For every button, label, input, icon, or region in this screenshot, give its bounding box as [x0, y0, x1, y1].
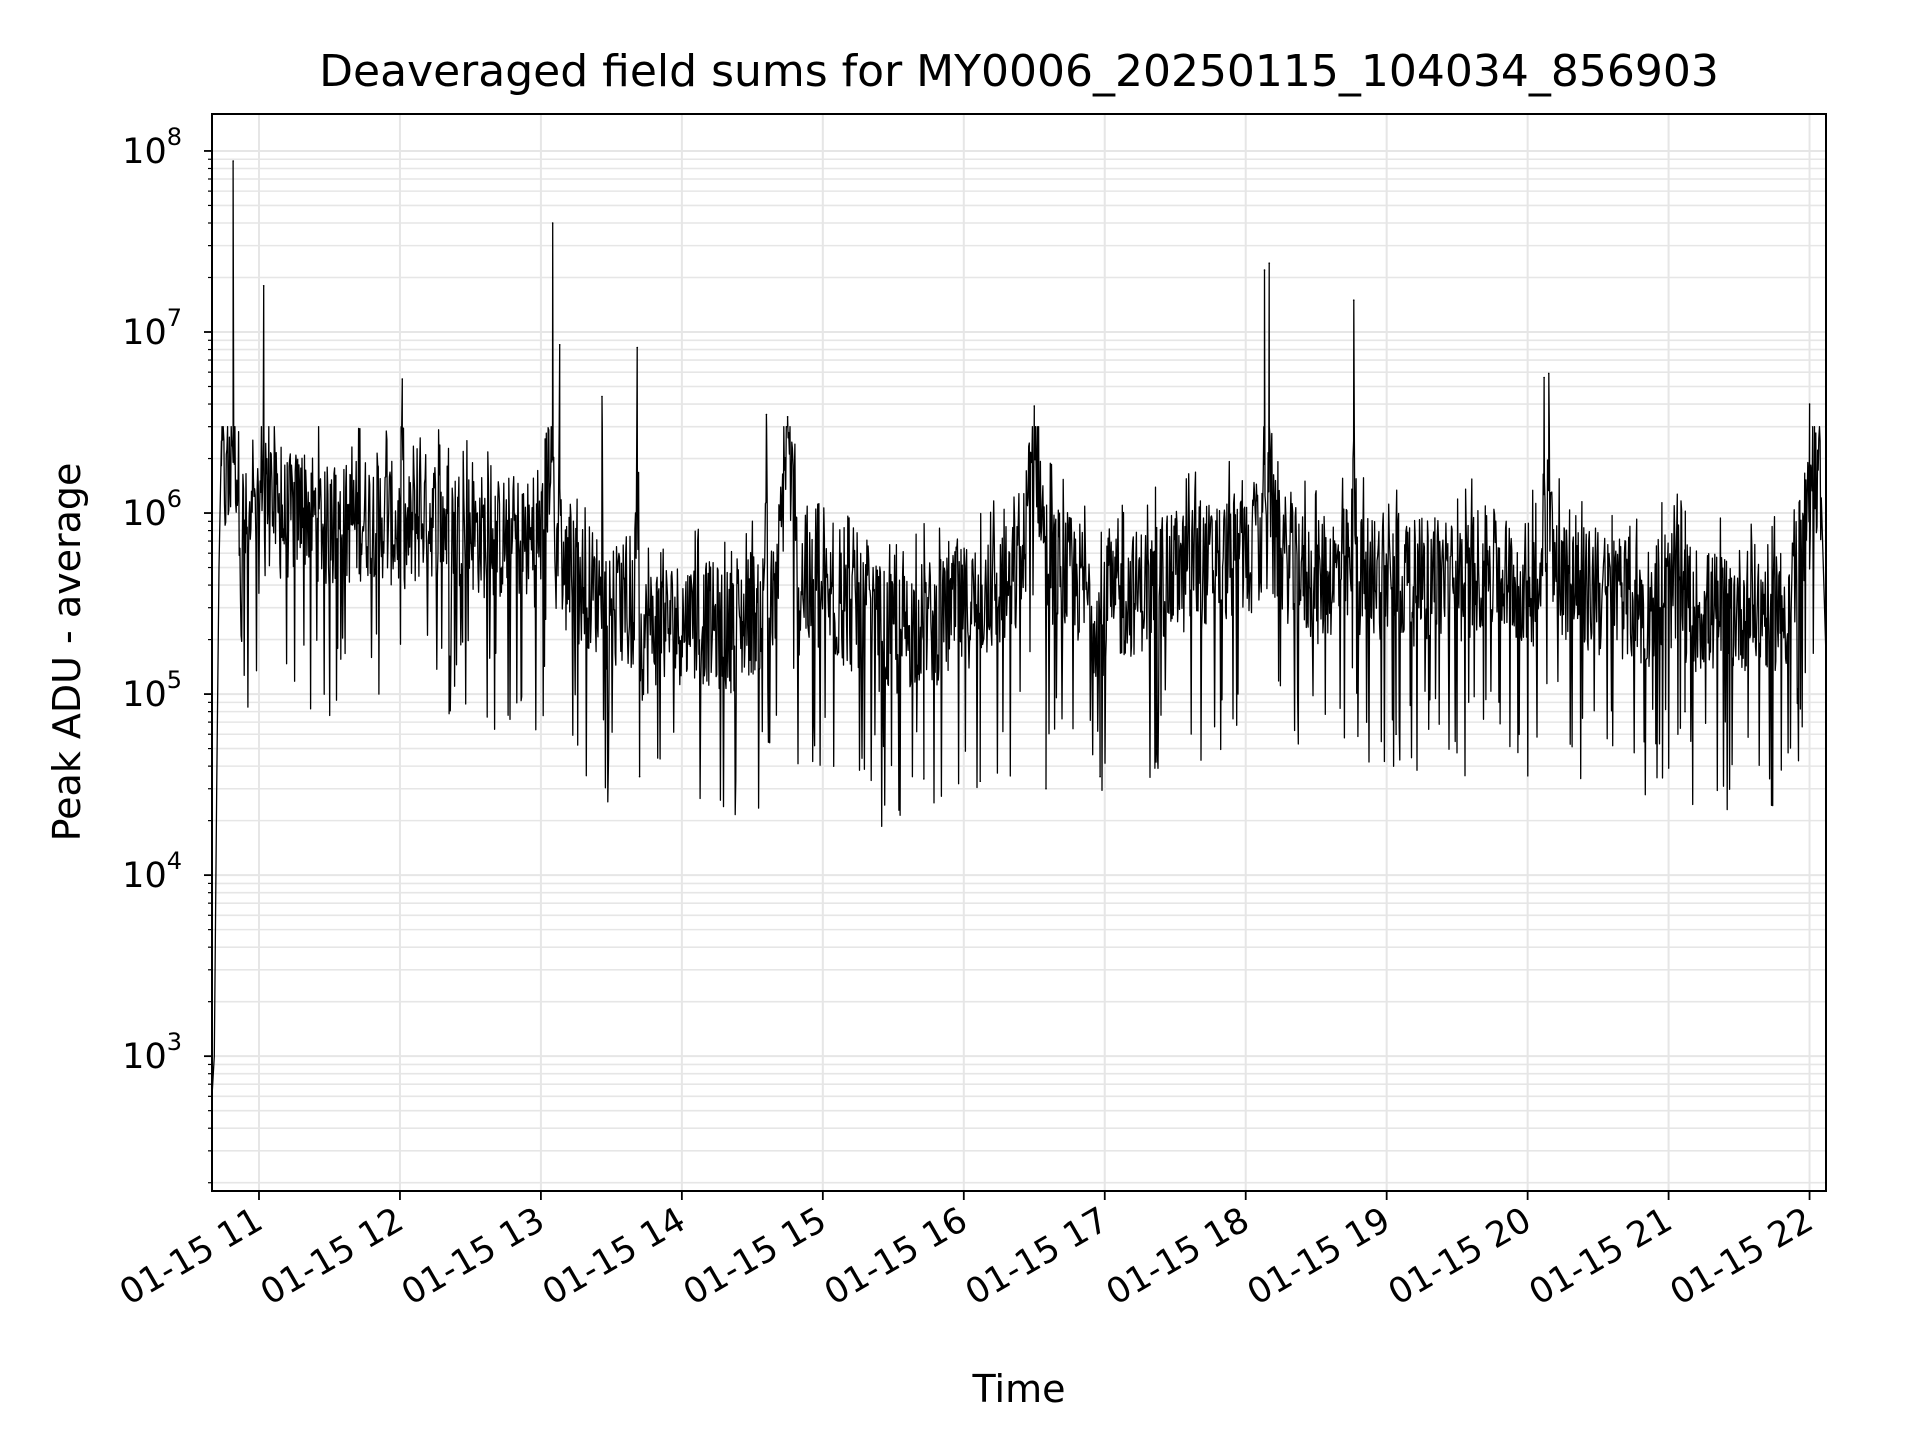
y-tick-label: 107 — [122, 304, 182, 353]
series-layer — [211, 160, 1827, 1097]
y-tick-label: 106 — [122, 485, 182, 534]
peak-point — [232, 160, 234, 162]
peak-point — [1808, 403, 1811, 405]
y-tick-label: 103 — [122, 1028, 182, 1077]
peak-point — [1543, 376, 1545, 379]
peak-point — [601, 395, 603, 398]
series-line — [211, 160, 1827, 1097]
peak-point — [401, 378, 404, 380]
dip-point — [1395, 733, 1397, 736]
peak-point — [262, 284, 265, 287]
plot-frame — [211, 113, 1827, 1192]
y-tick-label: 108 — [122, 123, 182, 172]
peak-point — [1352, 299, 1355, 301]
peak-point — [786, 416, 789, 418]
grid — [212, 114, 1826, 1191]
peak-point — [1033, 405, 1036, 407]
y-axis-label: Peak ADU - average — [45, 463, 89, 842]
x-axis-label: Time — [972, 1367, 1066, 1411]
dip-point — [638, 775, 641, 778]
chart-title: Deaveraged field sums for MY0006_2025011… — [319, 46, 1719, 97]
dip-point — [1099, 775, 1101, 778]
y-tick-label: 105 — [122, 666, 182, 715]
dip-point — [923, 778, 925, 780]
peak-point — [1263, 269, 1266, 271]
peak-point — [558, 343, 561, 346]
peak-point — [1547, 372, 1550, 375]
peak-point — [636, 346, 639, 349]
dip-point — [979, 780, 982, 783]
dip-point — [1684, 710, 1686, 713]
y-tick-label: 104 — [122, 847, 182, 896]
peak-point — [765, 413, 768, 416]
peak-point — [551, 222, 554, 224]
dip-point — [1045, 787, 1047, 790]
peak-point — [1268, 262, 1271, 264]
